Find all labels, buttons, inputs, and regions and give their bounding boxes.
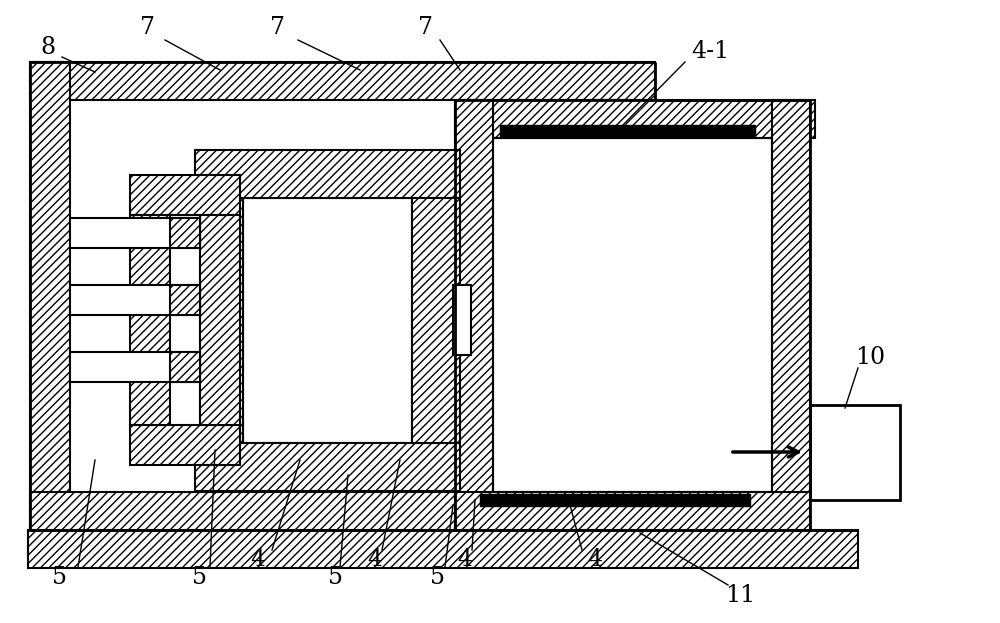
Text: 8: 8	[40, 37, 56, 60]
Bar	[30, 62, 655, 100]
Text: 5: 5	[52, 566, 68, 589]
Bar	[195, 150, 460, 198]
Bar	[28, 530, 858, 568]
Bar	[130, 215, 170, 425]
Bar	[70, 285, 200, 315]
Bar	[243, 198, 412, 443]
Text: 11: 11	[725, 584, 755, 607]
Bar	[170, 285, 200, 315]
Text: 4: 4	[250, 548, 266, 571]
Bar	[70, 352, 200, 382]
Bar	[500, 125, 755, 137]
Text: 10: 10	[855, 346, 885, 369]
Bar	[170, 352, 200, 382]
Bar	[772, 100, 810, 530]
Bar	[455, 100, 493, 530]
Bar	[453, 285, 471, 355]
Text: 5: 5	[192, 566, 208, 589]
Text: 7: 7	[140, 16, 156, 39]
Bar	[493, 138, 772, 492]
Bar	[130, 175, 240, 215]
Bar	[412, 198, 460, 443]
Bar	[455, 492, 810, 530]
Bar	[195, 443, 460, 491]
Text: 4-1: 4-1	[691, 40, 729, 64]
Bar	[70, 100, 615, 492]
Bar	[30, 492, 460, 530]
Bar	[70, 218, 200, 248]
Text: 4: 4	[587, 548, 603, 571]
Bar	[170, 218, 200, 248]
Bar	[195, 198, 243, 443]
Text: 4: 4	[457, 548, 473, 571]
Bar	[130, 425, 240, 465]
Text: 5: 5	[430, 566, 446, 589]
Bar	[480, 494, 750, 506]
Bar	[455, 100, 815, 138]
Text: 7: 7	[270, 16, 286, 39]
Bar	[170, 215, 200, 425]
Text: 5: 5	[328, 566, 342, 589]
Bar	[200, 215, 240, 425]
Text: 7: 7	[418, 16, 432, 39]
Bar	[30, 62, 70, 530]
Bar	[810, 405, 900, 500]
Text: 4: 4	[367, 548, 383, 571]
